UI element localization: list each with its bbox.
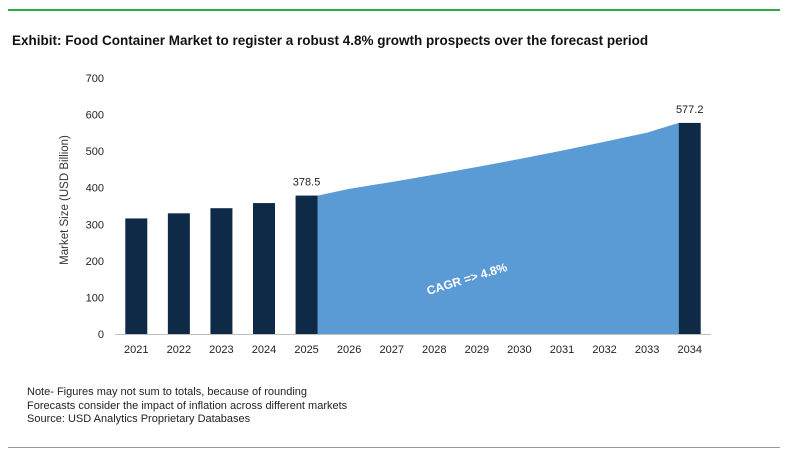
x-tick-label: 2029 [465, 344, 489, 356]
x-tick-label: 2025 [294, 344, 318, 356]
x-tick-label: 2021 [124, 344, 148, 356]
bar-2034 [678, 122, 701, 334]
y-tick-label: 100 [86, 292, 104, 304]
data-label-2034: 577.2 [676, 104, 704, 116]
y-tick-label: 0 [98, 329, 104, 341]
bar-2023 [210, 208, 233, 334]
note-source: Source: USD Analytics Proprietary Databa… [27, 413, 251, 425]
x-tick-label: 2024 [252, 344, 276, 356]
x-tick-label: 2027 [379, 344, 403, 356]
chart: 2021 2022 2023 2024 2025 2026 2027 2028 2029 2030… [59, 73, 711, 356]
forecast-area-layer [317, 122, 679, 334]
chart-title: Exhibit: Food Container Market to regist… [12, 33, 649, 48]
y-tick-label: 400 [86, 183, 104, 195]
y-axis-title: Market Size (USD Billion) [59, 135, 71, 265]
bar-layer [125, 122, 701, 334]
y-tick-label: 600 [86, 110, 104, 122]
y-tick-label: 700 [86, 73, 104, 85]
x-tick-label: 2028 [422, 344, 446, 356]
note-inflation: Forecasts consider the impact of inflati… [27, 399, 348, 412]
bar-2025 [295, 195, 318, 334]
x-tick-label: 2034 [677, 344, 701, 356]
title-rule [8, 9, 780, 11]
x-tick-label: 2026 [337, 344, 361, 356]
x-tick-label: 2030 [507, 344, 531, 356]
bar-2022 [167, 213, 190, 334]
bar-2021 [125, 218, 148, 334]
x-tick-label: 2023 [209, 344, 233, 356]
forecast-area [317, 122, 679, 334]
x-tick-label: 2031 [550, 344, 574, 356]
y-tick-label: 300 [86, 219, 104, 231]
bar-2024 [253, 203, 275, 334]
y-tick-label: 500 [86, 146, 104, 158]
notes: Note- Figures may not sum to totals, bec… [27, 386, 347, 427]
x-tick-label: 2032 [592, 344, 616, 356]
x-tick-label: 2033 [635, 344, 659, 356]
y-tick-label: 200 [86, 256, 104, 268]
bottom-rule [8, 447, 780, 448]
x-tick-label: 2022 [167, 344, 191, 356]
note-rounding: Note- Figures may not sum to totals, bec… [27, 386, 308, 398]
axis-layer: 2021 2022 2023 2024 2025 2026 2027 2028 2029 2030… [59, 73, 711, 356]
data-label-2025: 378.5 [293, 177, 321, 189]
